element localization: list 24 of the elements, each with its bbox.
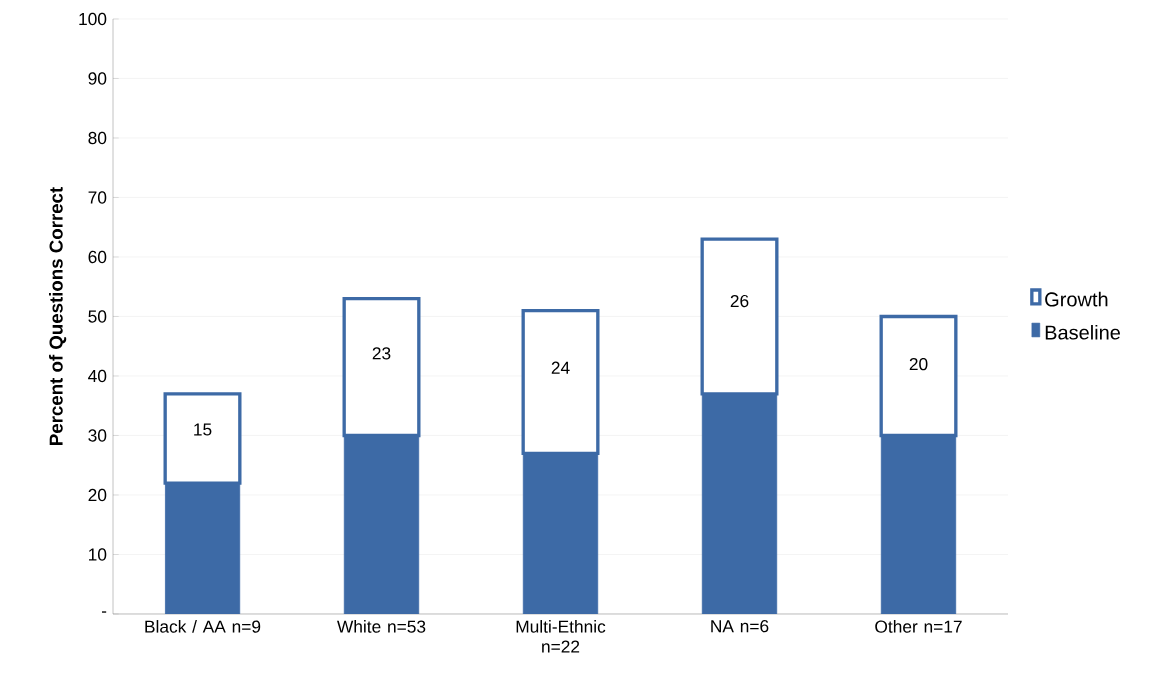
x-tick-label: White n=53 <box>337 620 426 633</box>
data-label: 23 <box>372 347 391 360</box>
data-label: 15 <box>194 423 212 436</box>
y-tick-label: 100 <box>79 12 107 26</box>
y-tick-label: 90 <box>88 72 107 85</box>
x-tick-label: Multi-Ethnic n=22 <box>516 620 606 653</box>
y-axis-title: Percent of Questions Correct <box>49 187 67 445</box>
x-tick-label: NA n=6 <box>711 620 769 633</box>
data-label: 24 <box>551 361 570 374</box>
data-label: 26 <box>730 294 749 308</box>
data-label: 20 <box>909 357 928 371</box>
y-tick-label: 40 <box>88 369 107 383</box>
x-tick-label: Other n=17 <box>875 620 962 633</box>
y-tick-label: 20 <box>88 488 107 502</box>
y-tick-label: - <box>101 611 107 613</box>
y-tick-label: 60 <box>88 250 107 264</box>
y-tick-label: 10 <box>88 548 107 561</box>
y-tick-label: 30 <box>88 429 107 442</box>
y-tick-label: 50 <box>88 310 107 323</box>
legend-label: Baseline <box>1045 324 1120 340</box>
y-tick-label: 80 <box>88 131 107 145</box>
y-tick-label: 70 <box>88 191 107 204</box>
x-tick-label: Black / AA n=9 <box>145 620 261 633</box>
legend-label: Growth <box>1045 291 1108 307</box>
